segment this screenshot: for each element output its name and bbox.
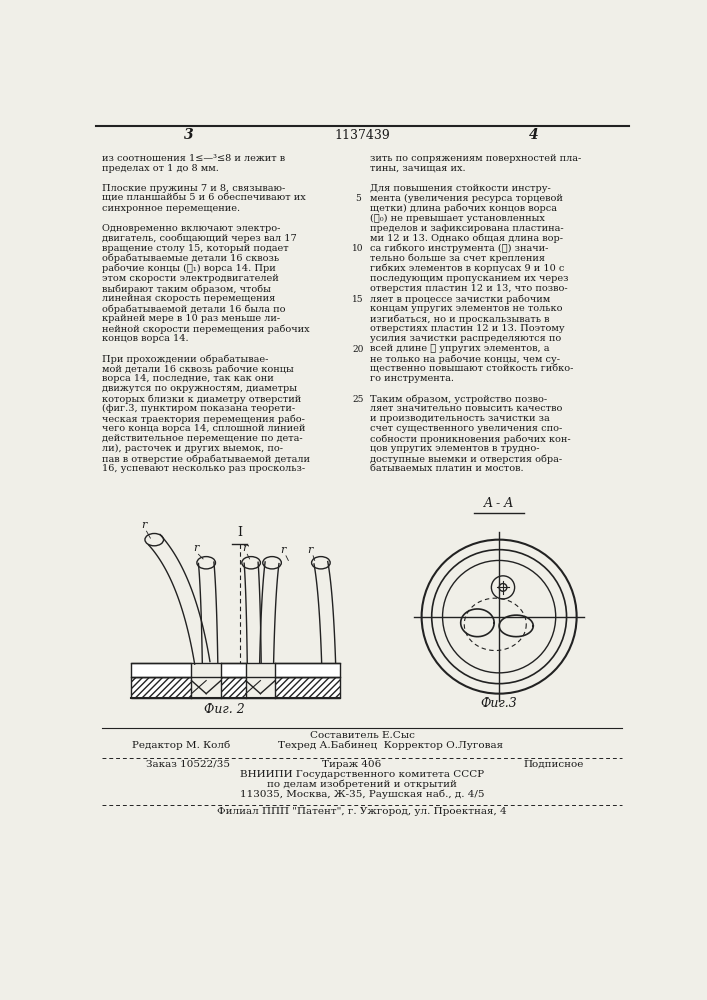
Text: обрабатываемой детали 16 была по: обрабатываемой детали 16 была по (103, 304, 286, 314)
Text: обрабатываемые детали 16 сквозь: обрабатываемые детали 16 сквозь (103, 254, 279, 263)
Bar (246, 662, 275, 677)
Text: 4: 4 (529, 128, 539, 142)
Text: мента (увеличения ресурса торцевой: мента (увеличения ресурса торцевой (370, 194, 563, 203)
Text: действительное перемещение по дета-: действительное перемещение по дета- (103, 434, 303, 443)
Text: отверстиях пластин 12 и 13. Поэтому: отверстиях пластин 12 и 13. Поэтому (370, 324, 564, 333)
Text: ворса 14, последние, так как они: ворса 14, последние, так как они (103, 374, 274, 383)
Text: ческая траектория перемещения рабо-: ческая траектория перемещения рабо- (103, 414, 305, 424)
Text: цов упругих элементов в трудно-: цов упругих элементов в трудно- (370, 444, 539, 453)
Text: Подписное: Подписное (523, 760, 583, 769)
Text: Составитель Е.Сыс: Составитель Е.Сыс (310, 731, 414, 740)
Text: рабочие концы (ℓ₁) ворса 14. При: рабочие концы (ℓ₁) ворса 14. При (103, 264, 276, 273)
Text: r: r (308, 545, 313, 555)
Text: ли), расточек и других выемок, по-: ли), расточек и других выемок, по- (103, 444, 284, 453)
Text: ляет в процессе зачистки рабочим: ляет в процессе зачистки рабочим (370, 294, 550, 304)
Text: чего конца ворса 14, сплошной линией: чего конца ворса 14, сплошной линией (103, 424, 305, 433)
Bar (131, 677, 340, 698)
Text: концам упругих элементов не только: концам упругих элементов не только (370, 304, 562, 313)
Text: ми 12 и 13. Однако общая длина вор-: ми 12 и 13. Однако общая длина вор- (370, 234, 563, 243)
Text: 5: 5 (355, 194, 361, 203)
Text: щие планшайбы 5 и 6 обеспечивают их: щие планшайбы 5 и 6 обеспечивают их (103, 194, 306, 203)
Text: которых близки к диаметру отверстий: которых близки к диаметру отверстий (103, 394, 302, 404)
Text: 25: 25 (352, 395, 364, 404)
Text: из соотношения 1≤—³≤8 и лежит в: из соотношения 1≤—³≤8 и лежит в (103, 154, 286, 163)
Text: Плоские пружины 7 и 8, связываю-: Плоские пружины 7 и 8, связываю- (103, 184, 286, 193)
Text: Филиал ППП "Патент", г. Ужгород, ул. Проектная, 4: Филиал ППП "Патент", г. Ужгород, ул. Про… (217, 807, 507, 816)
Text: по делам изобретений и открытий: по делам изобретений и открытий (267, 779, 457, 789)
Text: Заказ 10522/35: Заказ 10522/35 (146, 760, 230, 769)
Text: Фиг.3: Фиг.3 (481, 697, 518, 710)
Text: мой детали 16 сквозь рабочие концы: мой детали 16 сквозь рабочие концы (103, 364, 294, 374)
Text: r: r (242, 543, 247, 553)
Text: При прохождении обрабатывае-: При прохождении обрабатывае- (103, 354, 269, 364)
Text: ВНИИПИ Государственного комитета СССР: ВНИИПИ Государственного комитета СССР (240, 770, 484, 779)
Text: счет существенного увеличения спо-: счет существенного увеличения спо- (370, 424, 562, 433)
Text: движутся по окружностям, диаметры: движутся по окружностям, диаметры (103, 384, 298, 393)
Text: нейной скорости перемещения рабочих: нейной скорости перемещения рабочих (103, 324, 310, 334)
Text: Таким образом, устройство позво-: Таким образом, устройство позво- (370, 394, 547, 404)
Text: тельно больше за счет крепления: тельно больше за счет крепления (370, 254, 544, 263)
Text: щественно повышают стойкость гибко-: щественно повышают стойкость гибко- (370, 364, 573, 373)
Text: пав в отверстие обрабатываемой детали: пав в отверстие обрабатываемой детали (103, 454, 310, 464)
Text: этом скорости электродвигателей: этом скорости электродвигателей (103, 274, 279, 283)
Text: Тираж 406: Тираж 406 (322, 760, 382, 769)
Text: зить по сопряжениям поверхностей пла-: зить по сопряжениям поверхностей пла- (370, 154, 581, 163)
Text: гибких элементов в корпусах 9 и 10 с: гибких элементов в корпусах 9 и 10 с (370, 264, 564, 273)
Text: собности проникновения рабочих кон-: собности проникновения рабочих кон- (370, 434, 571, 444)
Text: ляет значительно повысить качество: ляет значительно повысить качество (370, 404, 562, 413)
Text: усилия зачистки распределяются по: усилия зачистки распределяются по (370, 334, 561, 343)
Text: линейная скорость перемещения: линейная скорость перемещения (103, 294, 276, 303)
Text: r: r (193, 543, 199, 553)
Bar (192, 676, 221, 698)
Text: A - A: A - A (484, 497, 514, 510)
Text: крайней мере в 10 раз меньше ли-: крайней мере в 10 раз меньше ли- (103, 314, 281, 323)
Bar (246, 676, 275, 698)
Text: 20: 20 (352, 345, 364, 354)
Text: щетки) длина рабочих концов ворса: щетки) длина рабочих концов ворса (370, 204, 556, 213)
Text: 10: 10 (352, 244, 364, 253)
Text: 16, успевают несколько раз проскольз-: 16, успевают несколько раз проскольз- (103, 464, 305, 473)
Text: вращение столу 15, который подает: вращение столу 15, который подает (103, 244, 289, 253)
Text: батываемых платин и мостов.: батываемых платин и мостов. (370, 464, 523, 473)
Text: 1137439: 1137439 (334, 129, 390, 142)
Text: отверстия пластин 12 и 13, что позво-: отверстия пластин 12 и 13, что позво- (370, 284, 567, 293)
Text: пределов и зафиксирована пластина-: пределов и зафиксирована пластина- (370, 224, 563, 233)
Text: 113035, Москва, Ж-35, Раушская наб., д. 4/5: 113035, Москва, Ж-35, Раушская наб., д. … (240, 789, 484, 799)
Text: r: r (141, 520, 146, 530)
Bar (131, 663, 340, 677)
Text: Техред А.Бабинец  Корректор О.Луговая: Техред А.Бабинец Корректор О.Луговая (278, 740, 503, 750)
Text: 15: 15 (352, 295, 364, 304)
Text: 3: 3 (185, 128, 194, 142)
Text: пределах от 1 до 8 мм.: пределах от 1 до 8 мм. (103, 164, 219, 173)
Text: r: r (281, 545, 286, 555)
Text: и производительность зачистки за: и производительность зачистки за (370, 414, 549, 423)
Text: Одновременно включают электро-: Одновременно включают электро- (103, 224, 281, 233)
Text: тины, зачищая их.: тины, зачищая их. (370, 164, 465, 173)
Text: доступные выемки и отверстия обра-: доступные выемки и отверстия обра- (370, 454, 562, 464)
Text: изгибаться, но и проскальзывать в: изгибаться, но и проскальзывать в (370, 314, 549, 324)
Text: Редактор М. Колб: Редактор М. Колб (132, 740, 230, 750)
Text: I: I (237, 526, 242, 539)
Text: всей длине ℓ упругих элементов, а: всей длине ℓ упругих элементов, а (370, 344, 549, 353)
Text: концов ворса 14.: концов ворса 14. (103, 334, 189, 343)
Text: синхронное перемещение.: синхронное перемещение. (103, 204, 240, 213)
Text: го инструмента.: го инструмента. (370, 374, 454, 383)
Text: двигатель, сообщающий через вал 17: двигатель, сообщающий через вал 17 (103, 234, 297, 243)
Text: са гибкого инструмента (ℓ) значи-: са гибкого инструмента (ℓ) значи- (370, 244, 548, 253)
Text: выбирают таким образом, чтобы: выбирают таким образом, чтобы (103, 284, 271, 294)
Text: не только на рабочие концы, чем су-: не только на рабочие концы, чем су- (370, 354, 560, 364)
Bar (192, 662, 221, 677)
Text: (фиг.3, пунктиром показана теорети-: (фиг.3, пунктиром показана теорети- (103, 404, 296, 413)
Text: последующим пропусканием их через: последующим пропусканием их через (370, 274, 568, 283)
Text: Фиг. 2: Фиг. 2 (204, 703, 245, 716)
Text: Для повышения стойкости инстру-: Для повышения стойкости инстру- (370, 184, 551, 193)
Text: (ℓ₀) не превышает установленных: (ℓ₀) не превышает установленных (370, 214, 544, 223)
